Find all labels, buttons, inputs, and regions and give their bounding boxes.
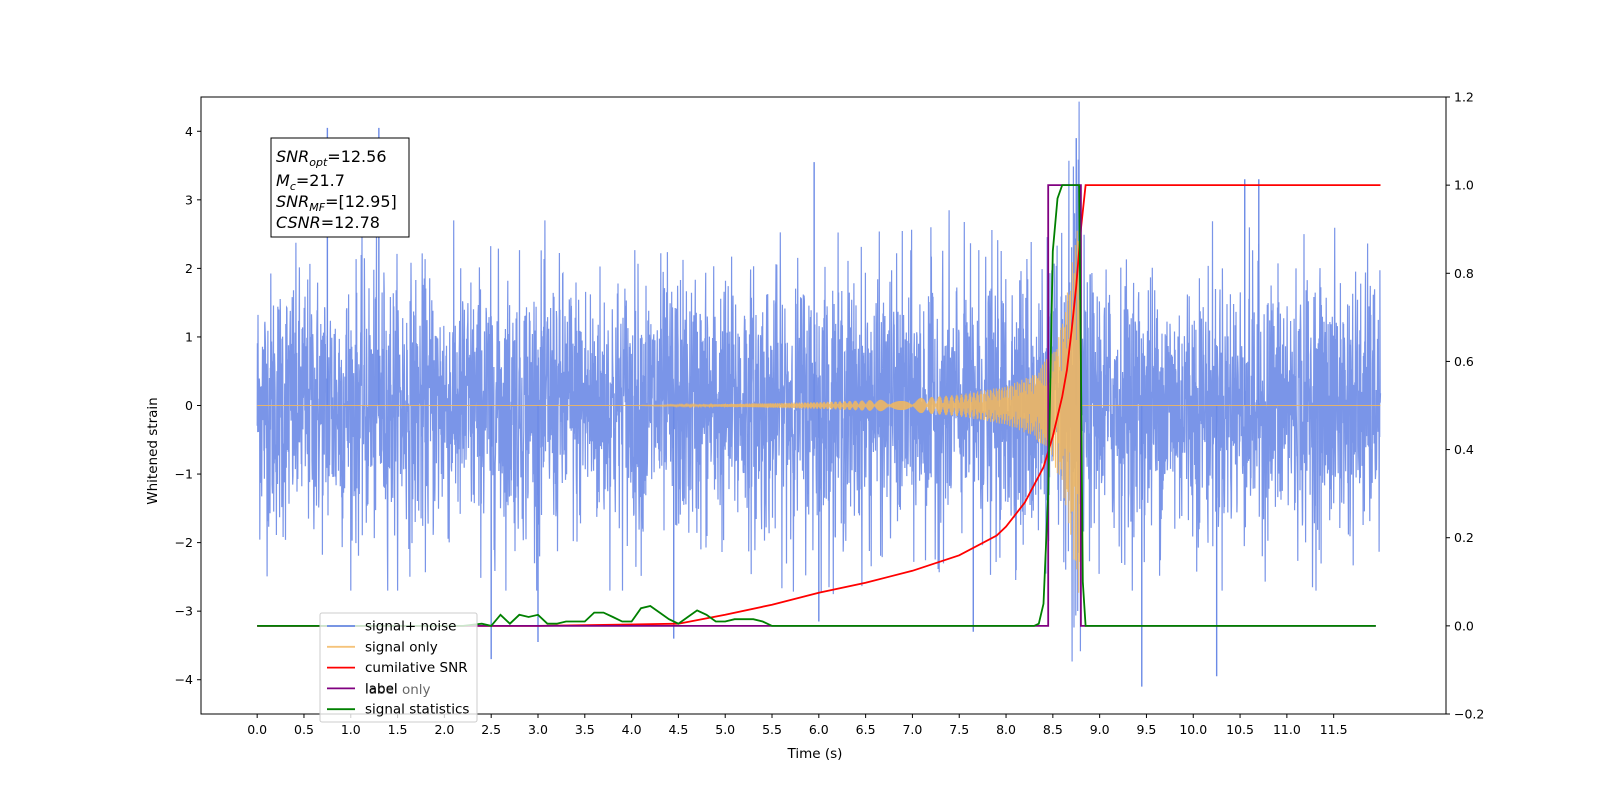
x-tick-label: 2.5 <box>481 722 501 737</box>
x-tick-label: 0.5 <box>294 722 314 737</box>
x-tick-label: 4.5 <box>668 722 688 737</box>
annotation-snr-mf: SNRMF=[12.95] <box>276 192 397 214</box>
x-tick-label: 7.0 <box>902 722 922 737</box>
x-tick-label: 6.0 <box>809 722 829 737</box>
left-y-tick-label: −3 <box>175 604 193 619</box>
right-y-tick-label: 0.8 <box>1454 266 1474 281</box>
annotation-csnr: CSNR=12.78 <box>276 213 380 232</box>
x-tick-label: 1.0 <box>341 722 361 737</box>
x-tick-label: 0.0 <box>247 722 267 737</box>
legend-label: signal+ noise <box>365 619 456 635</box>
left-y-tick-label: −4 <box>175 672 193 687</box>
annotation-snr-opt: SNRopt=12.56 <box>276 147 387 169</box>
legend-label: label <box>365 681 398 697</box>
left-y-tick-label: 0 <box>185 398 193 413</box>
right-y-tick-label: −0.2 <box>1454 707 1484 722</box>
left-y-tick-label: 4 <box>185 124 193 139</box>
annotation-mc: Mc=21.7 <box>276 171 345 193</box>
x-tick-label: 9.5 <box>1137 722 1157 737</box>
noise-series-group <box>256 101 1382 687</box>
x-tick-label: 7.5 <box>949 722 969 737</box>
x-tick-label: 11.5 <box>1320 722 1348 737</box>
x-tick-label: 8.0 <box>996 722 1016 737</box>
left-y-tick-label: 2 <box>185 261 193 276</box>
x-tick-label: 11.0 <box>1273 722 1301 737</box>
right-y-tick-label: 1.2 <box>1454 90 1474 105</box>
legend-ghost-label: label only <box>365 682 431 698</box>
x-axis-ticks: 0.0 0.5 1.0 1.5 2.0 2.5 3.0 3.5 4.0 4.5 5.0 5.5 6.0 6… <box>247 714 1348 737</box>
left-y-tick-label: −1 <box>175 467 193 482</box>
legend-label: signal only <box>365 639 438 655</box>
legend-label: cumilative SNR <box>365 660 468 676</box>
right-y-axis-ticks: 1.2 1.0 0.8 0.6 0.4 0.2 0.0 −0.2 <box>1446 90 1484 722</box>
cumulative-snr-line <box>257 184 1381 627</box>
left-y-axis-ticks: 4 3 2 1 0 −1 −2 −3 −4 <box>175 124 201 687</box>
y-axis-label: Whitened strain <box>145 397 161 504</box>
left-y-tick-label: −2 <box>175 535 193 550</box>
x-tick-label: 8.5 <box>1043 722 1063 737</box>
x-tick-label: 9.0 <box>1090 722 1110 737</box>
signal-only-line <box>257 215 1381 593</box>
x-tick-label: 5.5 <box>762 722 782 737</box>
x-axis-label: Time (s) <box>787 746 843 762</box>
legend: label only signal+ noise signal only cumil… <box>319 612 478 723</box>
signal-only-series-group <box>257 215 1381 593</box>
legend-label: signal statistics <box>365 702 469 718</box>
right-y-tick-label: 0.0 <box>1454 618 1474 633</box>
x-tick-label: 3.0 <box>528 722 548 737</box>
x-tick-label: 1.5 <box>388 722 408 737</box>
signal-statistics-line <box>257 184 1376 627</box>
x-tick-label: 2.0 <box>434 722 454 737</box>
x-tick-label: 6.5 <box>856 722 876 737</box>
x-tick-label: 3.5 <box>575 722 595 737</box>
right-y-tick-label: 1.0 <box>1454 178 1474 193</box>
left-y-tick-label: 3 <box>185 192 193 207</box>
annotation-box: SNRopt=12.56 Mc=21.7 SNRMF=[12.95] CSNR=… <box>270 137 410 238</box>
x-tick-label: 4.0 <box>622 722 642 737</box>
x-tick-label: 5.0 <box>715 722 735 737</box>
right-y-tick-label: 0.4 <box>1454 442 1474 457</box>
right-y-tick-label: 0.6 <box>1454 354 1474 369</box>
left-y-tick-label: 1 <box>185 329 193 344</box>
x-tick-label: 10.0 <box>1179 722 1207 737</box>
right-y-tick-label: 0.2 <box>1454 530 1474 545</box>
right-axis-series-group <box>257 184 1381 627</box>
x-tick-label: 10.5 <box>1226 722 1254 737</box>
